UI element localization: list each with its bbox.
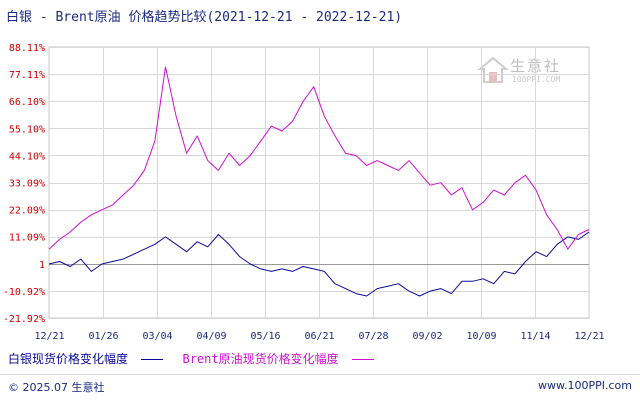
house-icon <box>477 56 509 83</box>
y-tick-label: 44.10% <box>9 151 45 162</box>
watermark-logo: 生意社 100PPI.COM <box>477 55 578 91</box>
chart-grid <box>48 46 590 319</box>
footer: © 2025.07 生意社 www.100PPI.com <box>0 374 640 401</box>
x-tick-label: 11/14 <box>520 331 550 342</box>
y-tick-label: 77.11% <box>9 70 45 81</box>
x-tick-label: 03/04 <box>142 331 172 342</box>
y-tick-label: 55.10% <box>9 124 45 135</box>
footer-copyright: © 2025.07 生意社 <box>8 381 105 394</box>
x-tick-label: 07/28 <box>358 331 388 342</box>
brent-line <box>48 66 590 250</box>
legend-brent-label: Brent原油现货价格变化幅度 <box>182 352 339 366</box>
y-tick-label: 66.10% <box>9 97 45 108</box>
x-axis: 12/21 01/26 03/04 04/09 05/16 06/21 07/28 09/02… <box>34 331 604 342</box>
y-axis: 88.11% 77.11% 66.10% 55.10% 44.10% 33.09% 22.0… <box>3 43 45 325</box>
legend-silver-label: 白银现货价格变化幅度 <box>8 352 129 366</box>
x-tick-label: 12/21 <box>574 331 604 342</box>
y-tick-label: 22.09% <box>9 206 45 217</box>
x-tick-label: 10/09 <box>466 331 496 342</box>
chart-legend: 白银现货价格变化幅度 Brent原油现货价格变化幅度 <box>8 350 374 367</box>
watermark-text: 生意社 <box>510 57 562 75</box>
silver-line <box>48 231 590 297</box>
x-tick-label: 01/26 <box>88 331 118 342</box>
x-tick-label: 05/16 <box>250 331 280 342</box>
y-tick-label: -10.92% <box>3 287 45 298</box>
y-tick-label: 1 <box>39 260 45 271</box>
x-tick-label: 06/21 <box>304 331 334 342</box>
chart-series <box>48 66 590 297</box>
y-tick-label: 33.09% <box>9 179 45 190</box>
footer-site-link[interactable]: www.100PPI.com <box>538 379 632 392</box>
chart-title: 白银 - Brent原油 价格趋势比较(2021-12-21 - 2022-12… <box>6 10 403 25</box>
x-tick-label: 12/21 <box>34 331 64 342</box>
x-tick-label: 04/09 <box>196 331 226 342</box>
line-chart: 88.11% 77.11% 66.10% 55.10% 44.10% 33.09% 22.0… <box>3 43 605 342</box>
watermark-sub: 100PPI.COM <box>512 75 561 84</box>
y-tick-label: 88.11% <box>9 43 45 54</box>
legend-silver-swatch <box>141 359 164 360</box>
legend-brent-swatch <box>351 359 374 360</box>
y-tick-label: -21.92% <box>3 314 45 325</box>
y-tick-label: 11.09% <box>9 233 45 244</box>
x-tick-label: 09/02 <box>412 331 442 342</box>
